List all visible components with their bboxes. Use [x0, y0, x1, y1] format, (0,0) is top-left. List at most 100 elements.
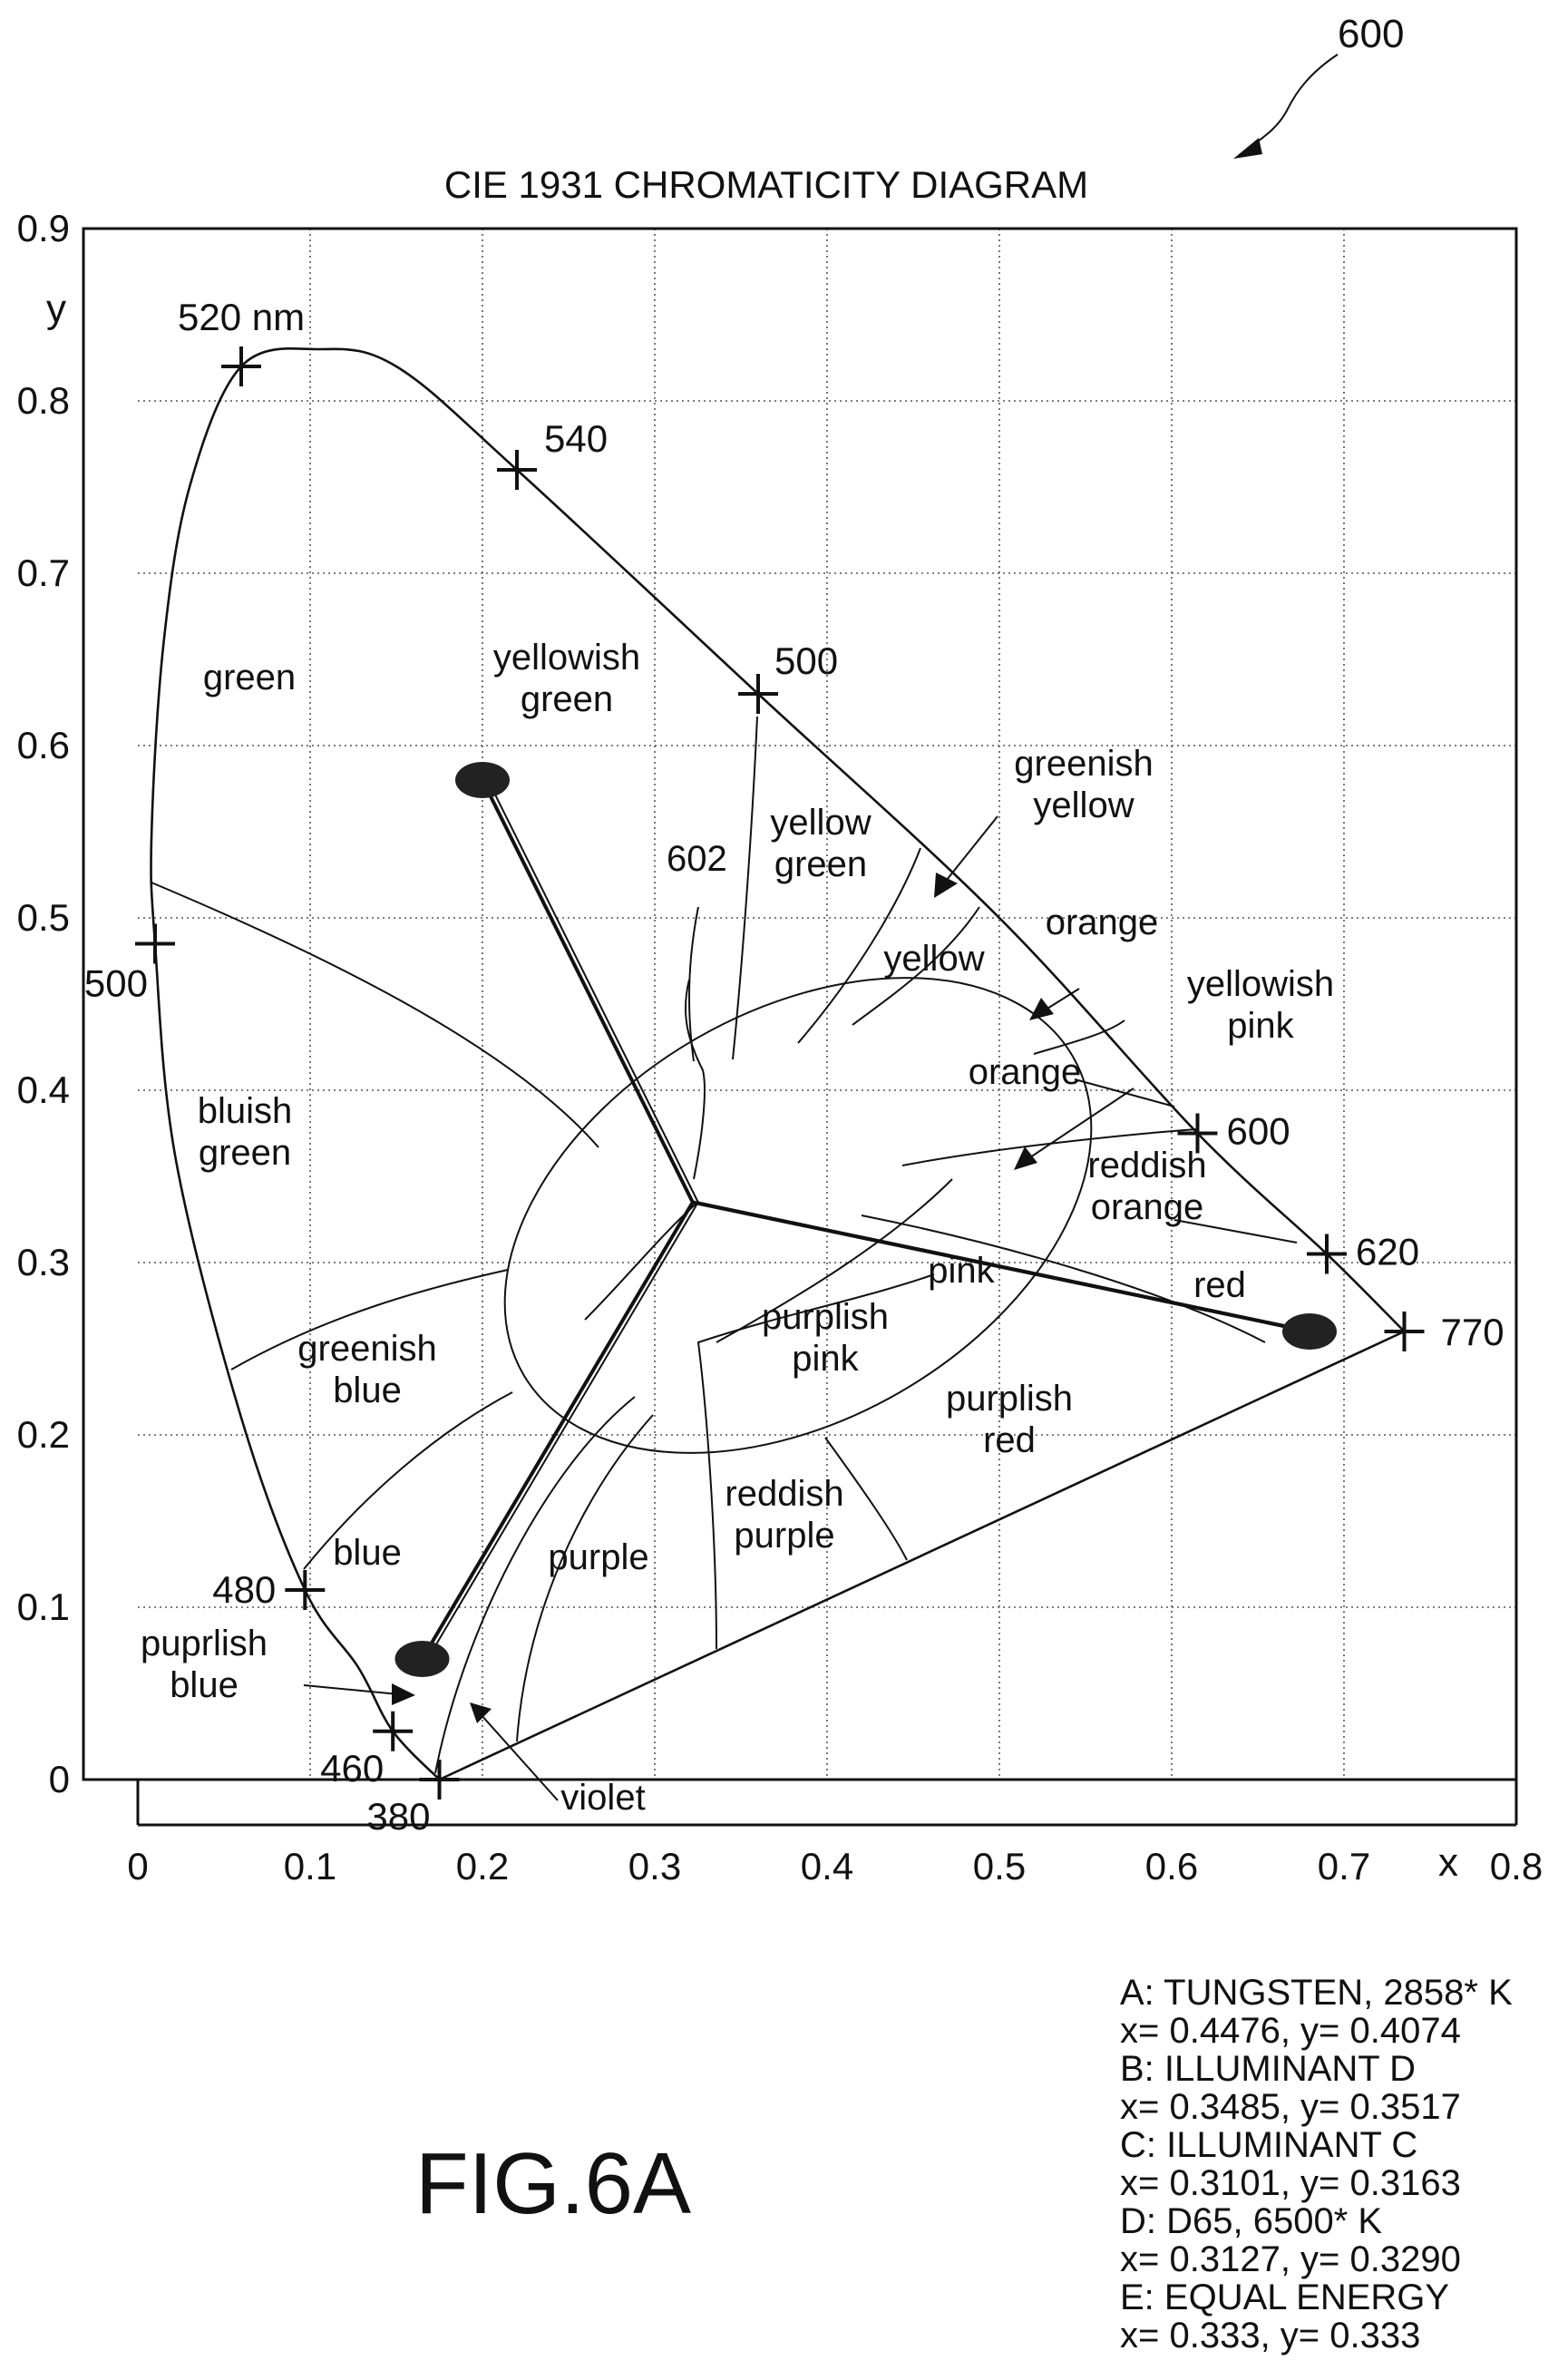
- grid: [82, 227, 1518, 1827]
- boundary-purplish-red: [824, 1437, 908, 1561]
- wavelength-label: 620: [1356, 1231, 1419, 1273]
- region-label: red: [983, 1420, 1036, 1460]
- y-tick-label: 0.9: [17, 207, 70, 249]
- region-label: pink: [928, 1251, 995, 1291]
- purple-line: [438, 1330, 1406, 1781]
- legend-line: x= 0.3485, y= 0.3517: [1120, 2087, 1461, 2127]
- arrow-violet: [480, 1713, 559, 1801]
- wavelength-label: 520 nm: [178, 296, 305, 338]
- region-label: green: [203, 658, 296, 697]
- boundary-purple: [516, 1414, 654, 1742]
- gamut-line-shadow: [487, 779, 699, 1203]
- region-label: blue: [170, 1665, 239, 1705]
- y-tick-label: 0.7: [17, 551, 70, 594]
- x-tick-label: 0.5: [973, 1845, 1026, 1887]
- x-tick-label: 0.1: [284, 1845, 336, 1887]
- legend-line: x= 0.4476, y= 0.4074: [1120, 2011, 1461, 2051]
- chart-title: CIE 1931 CHROMATICITY DIAGRAM: [444, 163, 1088, 206]
- legend-line: D: D65, 6500* K: [1120, 2201, 1382, 2241]
- x-tick-label: 0.3: [628, 1845, 681, 1887]
- gamut-line: [420, 1201, 695, 1661]
- gamut-point: [1282, 1313, 1337, 1350]
- x-tick-label: 0.6: [1145, 1845, 1198, 1887]
- boundary-reddish-purple: [696, 1273, 935, 1650]
- gamut-point: [455, 762, 510, 798]
- spectral-locus-group: [150, 347, 1406, 1781]
- x-tick-label: 0.8: [1490, 1845, 1543, 1887]
- region-label: puprlish: [141, 1624, 268, 1663]
- wavelength-label: 460: [320, 1747, 384, 1790]
- region-label: blue: [333, 1533, 402, 1573]
- region-label: purple: [734, 1516, 834, 1556]
- figure-ref-arrow: [1246, 54, 1339, 151]
- legend-line: E: EQUAL ENERGY: [1120, 2278, 1449, 2317]
- region-label: reddish: [1087, 1146, 1206, 1185]
- arrowhead-yellowish-pink: [1014, 1146, 1037, 1170]
- legend: A: TUNGSTEN, 2858* Kx= 0.4476, y= 0.4074…: [1120, 1973, 1513, 2356]
- x-tick-label: 0.2: [456, 1845, 509, 1887]
- gamut-line-shadow: [697, 1201, 1316, 1332]
- legend-line: B: ILLUMINANT D: [1120, 2049, 1416, 2089]
- boundary-yellow: [797, 847, 921, 1044]
- arrowhead-puprlish-blue: [392, 1683, 415, 1705]
- legend-line: x= 0.3127, y= 0.3290: [1120, 2239, 1461, 2279]
- region-label: yellowish: [1187, 964, 1334, 1004]
- arrow-orange: [1042, 988, 1080, 1012]
- region-label: green: [521, 679, 613, 719]
- wavelength-label: 600: [1227, 1110, 1290, 1153]
- region-label: yellowish: [493, 638, 640, 678]
- region-label: pink: [1227, 1006, 1294, 1046]
- y-tick-label: 0.1: [17, 1585, 70, 1628]
- region-label: purple: [548, 1537, 648, 1577]
- y-tick-label: 0.5: [17, 896, 70, 939]
- region-label: purplish: [946, 1379, 1073, 1419]
- boundary-pink: [716, 1178, 953, 1343]
- x-axis-label: x: [1438, 1840, 1458, 1885]
- arrowhead-violet: [470, 1702, 492, 1723]
- plot-frame: [82, 227, 1518, 1781]
- arrowhead-orange: [1029, 998, 1054, 1020]
- wavelength-label: 480: [212, 1568, 276, 1611]
- wavelength-marks: 520 nm 540 500 500 600 620 770 480 460 380: [84, 296, 1504, 1838]
- gamut-group: [394, 762, 1337, 1677]
- x-tick-label: 0.7: [1318, 1845, 1370, 1887]
- arrow-reddish-orange: [1173, 1219, 1298, 1244]
- callout-602-label: 602: [667, 839, 727, 879]
- spectral-locus: [150, 347, 1406, 1780]
- region-boundaries: [151, 716, 1266, 1774]
- y-tick-label: 0.6: [17, 724, 70, 766]
- arrowhead-greenish-yellow: [934, 873, 958, 898]
- region-label: purplish: [762, 1297, 889, 1337]
- gamut-line: [692, 1200, 1310, 1333]
- boundary-blue-purple: [434, 1396, 636, 1774]
- boundary-greenish-blue-upper: [230, 1269, 509, 1370]
- region-label: greenish: [297, 1329, 436, 1369]
- boundary-greenish-yellow: [852, 906, 980, 1026]
- y-tick-label: 0.3: [17, 1241, 70, 1283]
- region-label: yellow: [770, 803, 871, 843]
- callout-602-leader: [688, 906, 699, 1062]
- gamut-point: [394, 1641, 450, 1677]
- wavelength-label: 540: [544, 417, 608, 460]
- boundary-red: [861, 1214, 1266, 1343]
- region-label: orange: [1046, 902, 1159, 942]
- x-tick-label: 0.4: [801, 1845, 853, 1887]
- boundary-reddish-orange: [901, 1128, 1198, 1166]
- y-tick-label: 0.2: [17, 1413, 70, 1456]
- wavelength-label: 500: [774, 639, 838, 682]
- y-axis-label: y: [46, 287, 66, 331]
- wavelength-label: 500: [84, 962, 148, 1005]
- boundary-bluish-green: [151, 882, 599, 1148]
- y-tick-label: 0.4: [17, 1068, 70, 1111]
- region-label: greenish: [1014, 744, 1153, 784]
- region-labels: green yellowishgreenyellowgreengreenishye…: [141, 638, 1334, 1818]
- arrow-yellowish-pink: [1024, 1088, 1134, 1162]
- legend-line: x= 0.3101, y= 0.3163: [1120, 2163, 1461, 2203]
- boundary-greenish-blue-lower: [303, 1391, 513, 1570]
- x-tick-label: 0: [127, 1845, 148, 1887]
- pink-region-ellipse: [503, 977, 1093, 1454]
- boundary-locus-602: [684, 979, 706, 1180]
- region-label: yellow: [1033, 785, 1134, 825]
- region-label: violet: [560, 1778, 645, 1818]
